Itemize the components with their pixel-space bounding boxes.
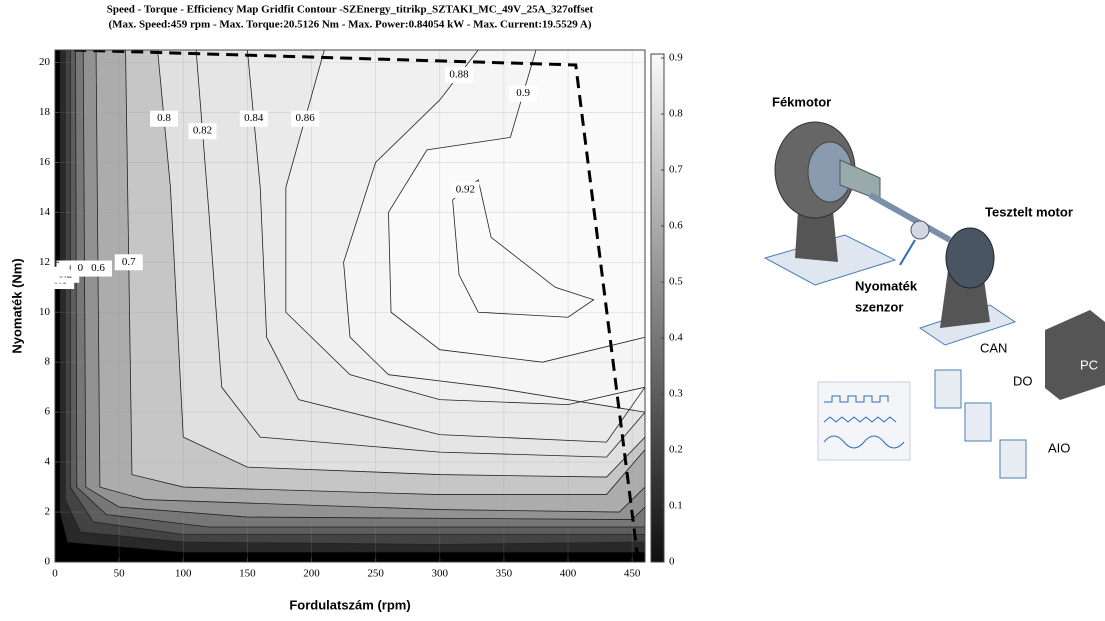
x-tick-label: 400	[560, 568, 577, 580]
tested-motor-label: Tesztelt motor	[985, 204, 1073, 219]
colorbar-tick-label: 0.9	[669, 52, 683, 64]
y-tick-label: 14	[39, 206, 51, 218]
colorbar-tick-label: 0.8	[669, 108, 683, 120]
plot-area	[55, 45, 650, 562]
sensor-arrow	[900, 240, 915, 265]
tested-motor	[946, 228, 994, 288]
y-axis-label: Nyomaték (Nm)	[9, 258, 24, 353]
can-module	[935, 370, 961, 408]
contour-label: 0.84	[244, 112, 264, 124]
y-tick-label: 2	[45, 506, 51, 518]
pc-label: PC	[1080, 357, 1098, 372]
colorbar-tick-label: 0.5	[669, 276, 683, 288]
contour-label: 0.6	[91, 262, 105, 274]
x-tick-label: 300	[432, 568, 449, 580]
y-tick-label: 0	[45, 556, 51, 568]
colorbar-tick-label: 0.1	[669, 500, 683, 512]
pc-box	[1045, 310, 1105, 400]
x-tick-label: 50	[114, 568, 126, 580]
sensor-label: Nyomaték	[855, 278, 918, 293]
chart-title: Speed - Torque - Efficiency Map Gridfit …	[107, 4, 594, 16]
y-tick-label: 12	[39, 256, 50, 268]
shaft	[870, 195, 950, 240]
colorbar-tick-label: 0	[669, 556, 675, 568]
contour-label: 0.7	[122, 256, 136, 268]
x-tick-label: 100	[175, 568, 192, 580]
y-tick-label: 4	[45, 456, 51, 468]
colorbar-tick-label: 0.2	[669, 444, 683, 456]
x-tick-label: 200	[303, 568, 320, 580]
y-tick-label: 8	[45, 356, 51, 368]
colorbar	[651, 54, 664, 562]
colorbar-tick-label: 0.4	[669, 332, 683, 344]
colorbar-tick-label: 0.3	[669, 388, 683, 400]
contour-label: 0.88	[449, 69, 469, 81]
contour-label: 0.9	[516, 87, 530, 99]
x-tick-label: 0	[52, 568, 58, 580]
x-tick-label: 350	[496, 568, 513, 580]
y-tick-label: 20	[39, 56, 51, 68]
y-tick-label: 10	[39, 306, 51, 318]
chart-subtitle: (Max. Speed:459 rpm - Max. Torque:20.512…	[108, 19, 591, 31]
signal-panel	[818, 382, 910, 460]
sensor	[911, 221, 929, 239]
module-label: DO	[1013, 373, 1033, 388]
x-tick-label: 250	[367, 568, 384, 580]
contour-label: 0.82	[193, 125, 212, 137]
brake-motor-label: Fékmotor	[772, 94, 831, 109]
contour-label: 0.86	[295, 112, 315, 124]
x-tick-label: 450	[624, 568, 641, 580]
x-axis-label: Fordulatszám (rpm)	[289, 597, 410, 612]
colorbar-tick-label: 0.7	[669, 164, 683, 176]
contour-label: 0.8	[157, 112, 171, 124]
do-module	[965, 403, 991, 441]
sensor-label: szenzor	[855, 299, 903, 314]
contour-label: 0.92	[456, 183, 475, 195]
y-tick-label: 18	[39, 106, 51, 118]
colorbar-tick-label: 0.6	[669, 220, 683, 232]
figure: Speed - Torque - Efficiency Map Gridfit …	[0, 0, 1105, 616]
aio-module	[1000, 440, 1026, 478]
module-label: CAN	[980, 340, 1007, 355]
y-tick-label: 16	[39, 156, 51, 168]
x-tick-label: 150	[239, 568, 256, 580]
page: {"chart_data":{"type":"contour", "title"…	[0, 0, 1105, 621]
y-tick-label: 6	[45, 406, 51, 418]
module-label: AIO	[1048, 440, 1070, 455]
test-bench-diagram: Fékmotor Tesztelt motor Nyomaték szenzor…	[765, 94, 1105, 478]
